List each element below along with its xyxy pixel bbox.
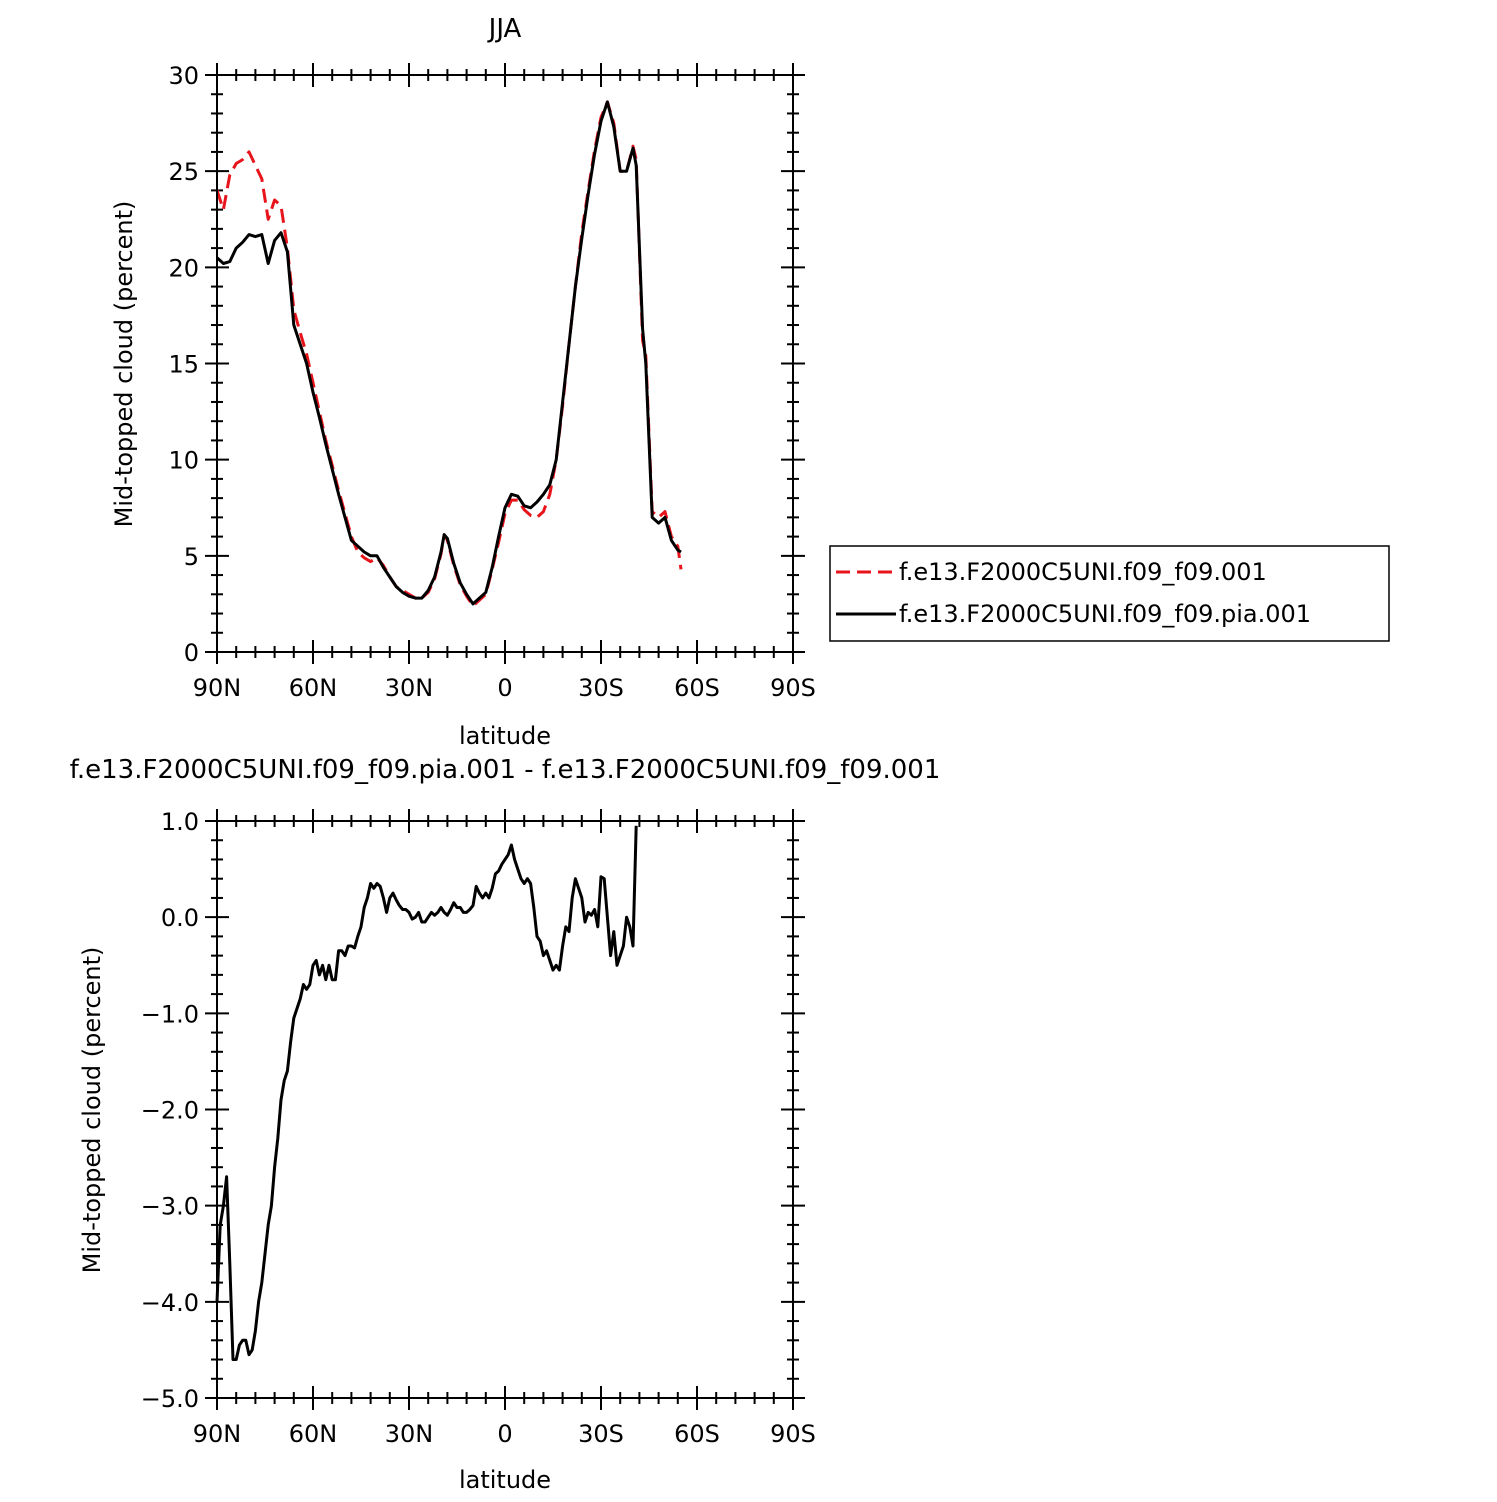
x-tick-label: 0 [497, 674, 512, 702]
chart-top-y-tick-labels: 0 5 10 15 20 25 30 [168, 62, 199, 667]
chart-top-title: JJA [487, 14, 522, 44]
series-line-0 [215, 100, 683, 608]
chart-top: JJA 0 5 10 15 20 25 30 90N 60N 30N 0 30S… [110, 14, 1390, 750]
chart-bottom: f.e13.F2000C5UNI.f09_f09.pia.001 - f.e13… [70, 755, 941, 1494]
chart-top-x-tick-labels: 90N 60N 30N 0 30S 60S 90S [193, 674, 816, 702]
y-tick-label: 20 [168, 254, 199, 282]
x-tick-label: 90N [193, 1420, 242, 1448]
chart-bottom-x-tick-labels: 90N 60N 30N 0 30S 60S 90S [193, 1420, 816, 1448]
chart-top-x-axis-label: latitude [459, 722, 551, 750]
y-tick-label: 1.0 [161, 808, 199, 836]
x-tick-label: 90S [770, 674, 816, 702]
legend-entry: f.e13.F2000C5UNI.f09_f09.001 [899, 558, 1267, 586]
x-tick-label: 0 [497, 1420, 512, 1448]
legend: f.e13.F2000C5UNI.f09_f09.001 f.e13.F2000… [829, 545, 1390, 642]
chart-bottom-series [215, 825, 638, 1361]
x-tick-label: 60S [674, 1420, 720, 1448]
legend-entry: f.e13.F2000C5UNI.f09_f09.pia.001 [899, 600, 1311, 628]
chart-top-ticks [205, 63, 805, 664]
y-tick-label: 25 [168, 158, 199, 186]
x-tick-label: 30N [385, 1420, 434, 1448]
chart-top-series [215, 100, 683, 608]
chart-top-y-axis-label: Mid-topped cloud (percent) [110, 201, 138, 528]
chart-bottom-y-axis-label: Mid-topped cloud (percent) [78, 947, 106, 1274]
x-tick-label: 60N [289, 1420, 338, 1448]
legend-box [829, 545, 1390, 642]
x-tick-label: 90N [193, 674, 242, 702]
y-tick-label: 0.0 [161, 904, 199, 932]
y-tick-label: −2.0 [141, 1097, 199, 1125]
y-tick-label: 10 [168, 447, 199, 475]
chart-bottom-x-axis-label: latitude [459, 1466, 551, 1494]
chart-bottom-y-tick-labels: −5.0 −4.0 −3.0 −2.0 −1.0 0.0 1.0 [141, 808, 199, 1413]
y-tick-label: −4.0 [141, 1289, 199, 1317]
y-tick-label: −3.0 [141, 1193, 199, 1221]
x-tick-label: 90S [770, 1420, 816, 1448]
series-line-0 [215, 825, 638, 1361]
chart-top-plot-frame [216, 74, 794, 653]
x-tick-label: 30S [578, 674, 624, 702]
y-tick-label: −1.0 [141, 1000, 199, 1028]
y-tick-label: −5.0 [141, 1385, 199, 1413]
y-tick-label: 5 [184, 543, 199, 571]
chart-bottom-plot-frame [216, 820, 794, 1399]
y-tick-label: 0 [184, 639, 199, 667]
y-tick-label: 30 [168, 62, 199, 90]
y-tick-label: 15 [168, 351, 199, 379]
chart-bottom-ticks [205, 809, 805, 1410]
x-tick-label: 60N [289, 674, 338, 702]
x-tick-label: 60S [674, 674, 720, 702]
x-tick-label: 30S [578, 1420, 624, 1448]
series-line-1 [215, 100, 682, 606]
chart-bottom-title: f.e13.F2000C5UNI.f09_f09.pia.001 - f.e13… [70, 755, 941, 785]
x-tick-label: 30N [385, 674, 434, 702]
